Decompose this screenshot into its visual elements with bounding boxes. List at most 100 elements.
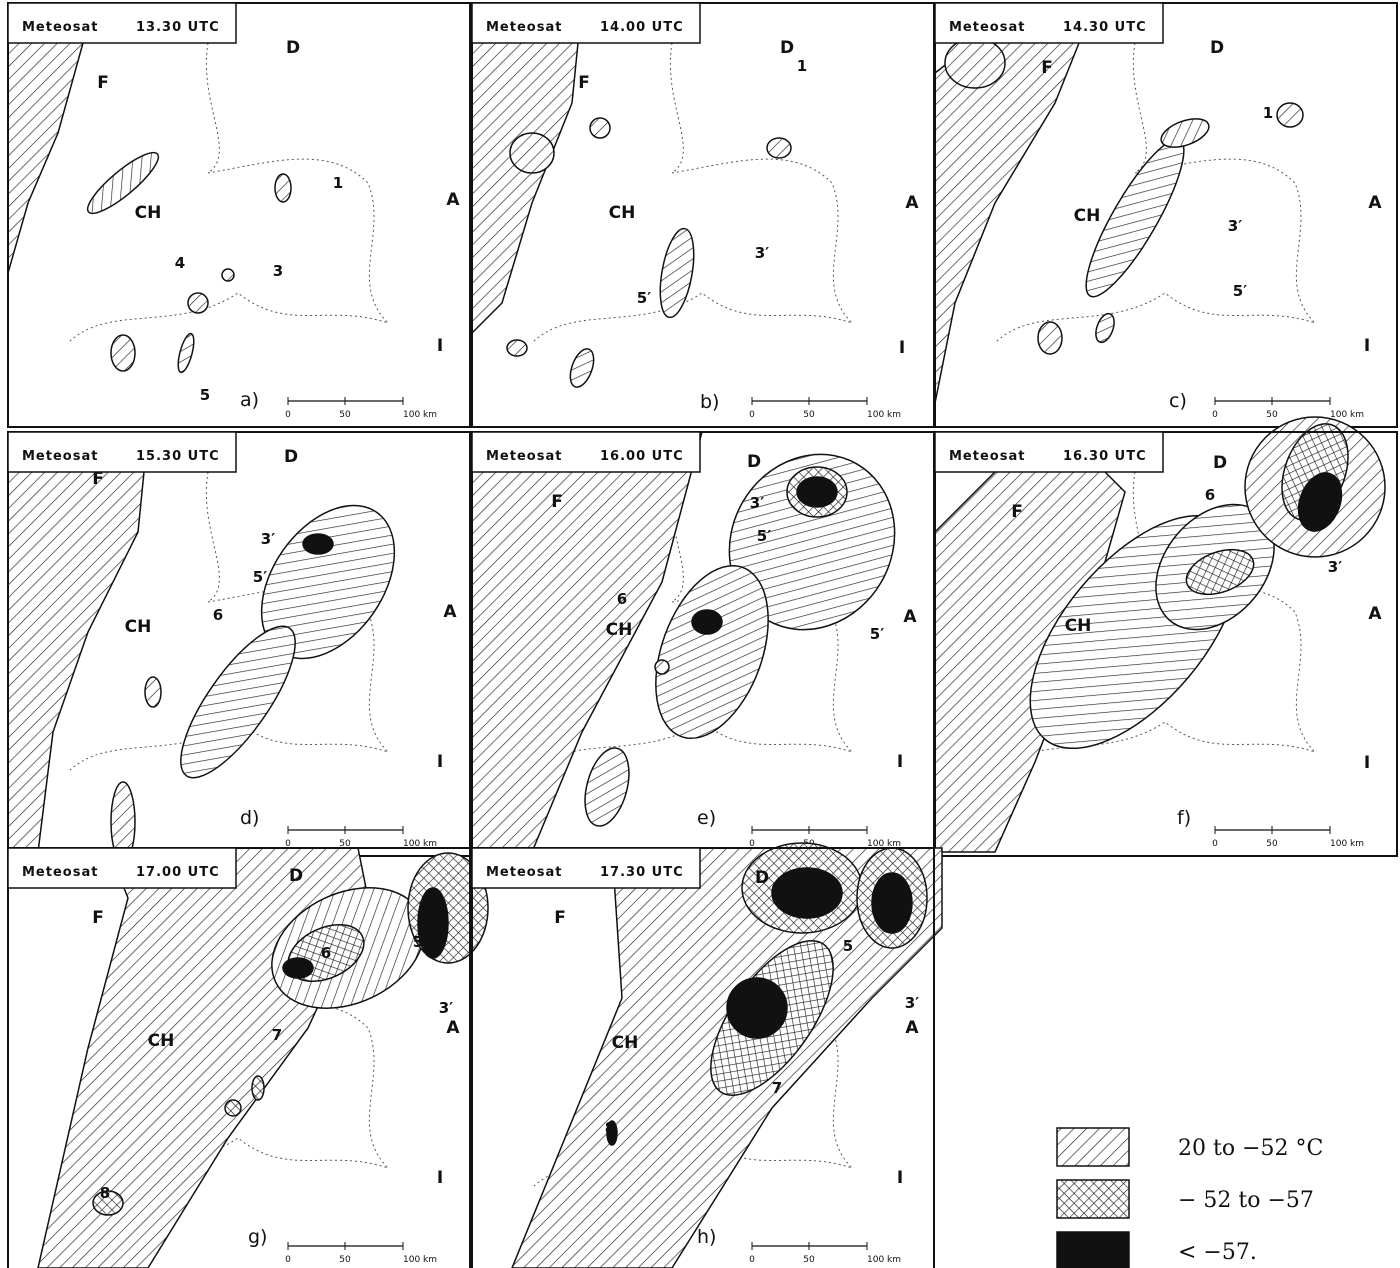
cloud-area: [145, 677, 161, 707]
country-label: A: [905, 193, 919, 213]
cell-label: 5′: [870, 625, 884, 643]
cell-label: 6: [1205, 486, 1215, 504]
cell-label: 3′: [261, 530, 275, 548]
cell-label: 5′: [253, 568, 267, 586]
cloud-area: [692, 610, 722, 634]
country-label: A: [905, 1018, 919, 1038]
panel-time: 16.00 UTC: [600, 449, 684, 464]
scale-label: 50: [1266, 410, 1278, 420]
country-label: F: [92, 469, 104, 489]
panel-source: Meteosat: [486, 449, 562, 464]
country-label: F: [1041, 58, 1053, 78]
legend-label: < −57.: [1178, 1240, 1257, 1265]
cell-label: 8: [100, 1184, 110, 1202]
cell-label: 5′: [637, 289, 651, 307]
cell-label: 5: [843, 937, 853, 955]
panel-source: Meteosat: [949, 20, 1025, 35]
country-label: A: [903, 607, 917, 627]
country-label: I: [437, 1168, 443, 1188]
country-label: CH: [1074, 206, 1101, 226]
cloud-area: [225, 1100, 241, 1116]
scale-label: 50: [803, 410, 815, 420]
scale-label: 50: [1266, 839, 1278, 849]
cloud-area: [275, 174, 291, 202]
country-label: CH: [609, 203, 636, 223]
cell-label: 8: [605, 1119, 615, 1137]
panel-time: 17.00 UTC: [136, 865, 220, 880]
scale-label: 100 km: [1330, 839, 1364, 849]
scale-label: 100 km: [403, 410, 437, 420]
panel-letter: g): [248, 1226, 267, 1248]
cell-label: 3′: [1228, 217, 1242, 235]
country-label: F: [554, 908, 566, 928]
cell-label: 6: [213, 606, 223, 624]
panel-letter: b): [700, 391, 719, 413]
country-label: I: [897, 752, 903, 772]
cloud-area: [797, 477, 837, 507]
cell-label: 3′: [905, 994, 919, 1012]
country-label: I: [1364, 336, 1370, 356]
panel-letter: f): [1177, 807, 1191, 829]
scale-label: 50: [339, 1255, 351, 1265]
panel-time: 13.30 UTC: [136, 20, 220, 35]
cloud-area: [283, 958, 313, 978]
cell-label: 3′: [1328, 558, 1342, 576]
cloud-area: [727, 978, 787, 1038]
country-label: CH: [1065, 616, 1092, 636]
country-label: A: [1368, 604, 1382, 624]
panel-letter: h): [697, 1226, 716, 1248]
panel-letter: a): [240, 389, 259, 411]
cloud-area: [111, 335, 135, 371]
country-label: A: [443, 602, 457, 622]
cloud-area: [1038, 322, 1062, 354]
cell-label: 6: [617, 590, 627, 608]
cloud-area: [188, 293, 208, 313]
cloud-area: [767, 138, 791, 158]
panel-source: Meteosat: [949, 449, 1025, 464]
country-label: D: [1210, 38, 1224, 58]
country-label: D: [284, 447, 298, 467]
cloud-area: [945, 38, 1005, 88]
cell-label: 5: [413, 933, 423, 951]
scale-label: 100 km: [403, 1255, 437, 1265]
cell-label: 1: [1263, 104, 1273, 122]
scale-label: 0: [1212, 839, 1218, 849]
country-label: I: [437, 752, 443, 772]
country-label: I: [437, 336, 443, 356]
panel-time: 17.30 UTC: [600, 865, 684, 880]
cloud-area: [1277, 103, 1303, 127]
cloud-area: [655, 660, 669, 674]
country-label: D: [1213, 453, 1227, 473]
legend-swatch: [1057, 1128, 1129, 1166]
cell-label: 8: [804, 892, 814, 910]
country-label: CH: [125, 617, 152, 637]
country-label: D: [755, 868, 769, 888]
country-label: CH: [606, 620, 633, 640]
cell-label: 5: [1306, 508, 1316, 526]
country-label: CH: [148, 1031, 175, 1051]
cell-label: 5′: [1233, 282, 1247, 300]
country-label: CH: [135, 203, 162, 223]
panel-letter: c): [1169, 390, 1187, 412]
country-label: F: [92, 908, 104, 928]
legend-swatch: [1057, 1180, 1129, 1218]
cell-label: 7: [772, 1079, 782, 1097]
country-label: I: [897, 1168, 903, 1188]
panel-time: 14.00 UTC: [600, 20, 684, 35]
cell-label: 3′: [755, 244, 769, 262]
panel-time: 16.30 UTC: [1063, 449, 1147, 464]
legend-label: 20 to −52 °C: [1178, 1136, 1323, 1161]
cloud-area: [252, 1076, 264, 1100]
panel-source: Meteosat: [486, 865, 562, 880]
cloud-area: [510, 133, 554, 173]
country-label: D: [780, 38, 794, 58]
cell-label: 5′: [757, 527, 771, 545]
country-label: A: [446, 1018, 460, 1038]
country-label: I: [899, 338, 905, 358]
scale-label: 100 km: [1330, 410, 1364, 420]
panel-source: Meteosat: [22, 865, 98, 880]
scale-label: 50: [803, 1255, 815, 1265]
scale-label: 0: [1212, 410, 1218, 420]
legend-label: − 52 to −57: [1178, 1188, 1314, 1213]
cell-label: 3: [273, 262, 283, 280]
